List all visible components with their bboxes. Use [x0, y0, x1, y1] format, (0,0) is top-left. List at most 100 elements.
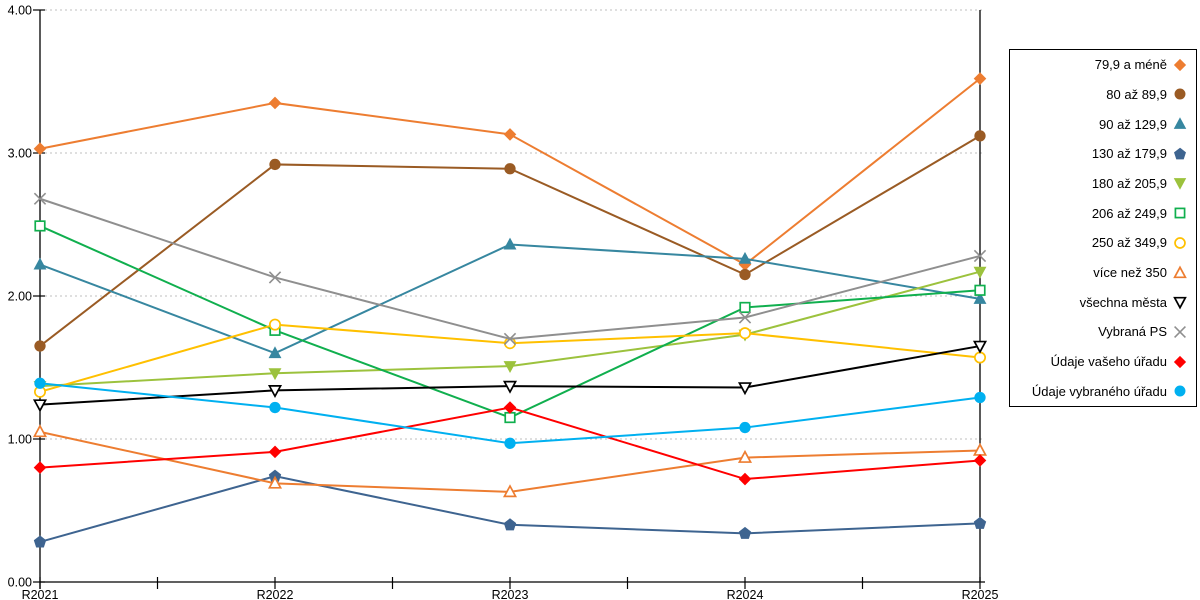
legend-item[interactable]: všechna města	[1010, 287, 1196, 317]
diamond-marker-icon	[503, 401, 517, 414]
circle-marker-icon	[34, 377, 46, 389]
x-axis-label: R2024	[727, 588, 764, 600]
legend-item[interactable]: 206 až 249,9	[1010, 198, 1196, 228]
triangle-down-marker-icon	[267, 385, 283, 399]
legend-label: všechna města	[1079, 294, 1167, 310]
x-axis-label: R2023	[492, 588, 529, 600]
legend-item[interactable]: 90 až 129,9	[1010, 109, 1196, 139]
legend-marker-icon	[1174, 325, 1186, 338]
legend-label: Údaje vybraného úřadu	[1031, 383, 1167, 399]
y-axis-label: 3.00	[8, 147, 32, 161]
diamond-marker-icon	[268, 445, 282, 459]
series-group	[33, 401, 987, 486]
triangle-up-marker-icon	[738, 251, 752, 264]
legend-label: 130 až 179,9	[1091, 146, 1167, 162]
circle-marker-icon	[268, 318, 282, 331]
legend-item[interactable]: Vybraná PS	[1010, 317, 1196, 347]
series-group	[33, 318, 987, 398]
triangle-down-marker-icon	[268, 368, 282, 381]
legend-marker-icon	[1173, 117, 1187, 129]
x-axis-label: R2025	[962, 588, 999, 600]
triangle-down-marker-icon	[737, 382, 753, 396]
circle-marker-icon	[269, 401, 281, 414]
circle-marker-icon	[504, 437, 516, 449]
triangle-down-marker-icon	[972, 340, 988, 354]
square-marker-icon	[739, 301, 751, 314]
pentagon-marker-icon	[503, 518, 517, 531]
circle-marker-icon	[1174, 89, 1186, 100]
series-group	[33, 192, 987, 346]
y-axis-label: 0.00	[8, 576, 32, 590]
circle-marker-icon	[973, 351, 987, 364]
circle-marker-icon	[269, 158, 281, 171]
series-line	[39, 345, 981, 406]
legend-item[interactable]: 180 až 205,9	[1010, 169, 1196, 199]
diamond-marker-icon	[33, 461, 47, 474]
x-marker-stroke	[503, 332, 517, 346]
x-marker-icon	[503, 332, 517, 346]
triangle-up-marker-icon	[503, 237, 517, 250]
triangle-up-marker-icon	[1173, 117, 1187, 129]
legend-item[interactable]: více než 350	[1010, 258, 1196, 288]
y-axis-label: 2.00	[8, 290, 32, 304]
legend-label: 80 až 89,9	[1106, 86, 1167, 102]
square-marker-icon	[974, 284, 986, 296]
legend-marker-icon	[1174, 207, 1186, 219]
y-axis-label: 4.00	[8, 4, 32, 18]
legend-marker-icon	[1174, 237, 1186, 249]
legend-label: Vybraná PS	[1098, 324, 1167, 340]
triangle-up-marker-icon	[1173, 265, 1187, 278]
x-marker-icon	[33, 192, 47, 205]
legend-item[interactable]: Údaje vybraného úřadu	[1010, 376, 1196, 406]
pentagon-marker-icon	[1174, 147, 1186, 160]
circle-marker-icon	[504, 163, 516, 175]
x-marker-stroke	[33, 192, 47, 205]
legend-marker-icon	[1173, 58, 1187, 71]
series-group	[33, 72, 987, 271]
series-group	[34, 130, 986, 352]
diamond-marker-icon	[268, 96, 282, 110]
legend-marker-icon	[1174, 385, 1186, 397]
triangle-down-marker-icon	[1173, 178, 1187, 191]
legend-label: 180 až 205,9	[1091, 175, 1167, 191]
triangle-up-marker-icon	[32, 424, 48, 438]
legend-marker-icon	[1173, 178, 1187, 191]
square-marker-icon	[504, 411, 516, 424]
legend-marker-icon	[1173, 297, 1187, 310]
series-group	[33, 237, 987, 359]
legend-label: 79,9 a méně	[1094, 57, 1167, 73]
legend-item[interactable]: 250 až 349,9	[1010, 228, 1196, 258]
legend-marker-icon	[1174, 147, 1186, 160]
legend-marker-icon	[1174, 89, 1186, 100]
legend-item[interactable]: Údaje vašeho úřadu	[1010, 347, 1196, 377]
triangle-up-marker-icon	[502, 484, 518, 498]
triangle-up-marker-icon	[33, 257, 47, 270]
legend-marker-icon	[1173, 265, 1187, 278]
series-line	[39, 243, 981, 355]
diamond-marker-icon	[973, 72, 987, 85]
legend-item[interactable]: 80 až 89,9	[1010, 80, 1196, 110]
square-marker-icon	[34, 220, 46, 232]
triangle-down-marker-icon	[973, 266, 987, 279]
legend-item[interactable]: 130 až 179,9	[1010, 139, 1196, 169]
diamond-marker-icon	[738, 472, 752, 486]
triangle-up-marker-icon	[268, 346, 282, 359]
x-marker-icon	[1174, 325, 1186, 338]
y-axis-label: 1.00	[8, 433, 32, 447]
pentagon-marker-icon	[33, 535, 47, 548]
legend-label: 250 až 349,9	[1091, 235, 1167, 251]
diamond-marker-icon	[503, 128, 517, 141]
series-group	[33, 469, 987, 548]
x-axis-label: R2021	[22, 588, 59, 600]
x-marker-stroke	[738, 311, 752, 324]
circle-marker-icon	[1174, 385, 1186, 397]
legend-item[interactable]: 79,9 a méně	[1010, 50, 1196, 80]
series-group	[32, 424, 988, 498]
circle-marker-icon	[738, 327, 752, 340]
triangle-up-marker-icon	[267, 475, 283, 489]
legend-label: 206 až 249,9	[1091, 205, 1167, 221]
triangle-up-marker-icon	[973, 291, 987, 304]
x-marker-stroke	[268, 271, 282, 284]
